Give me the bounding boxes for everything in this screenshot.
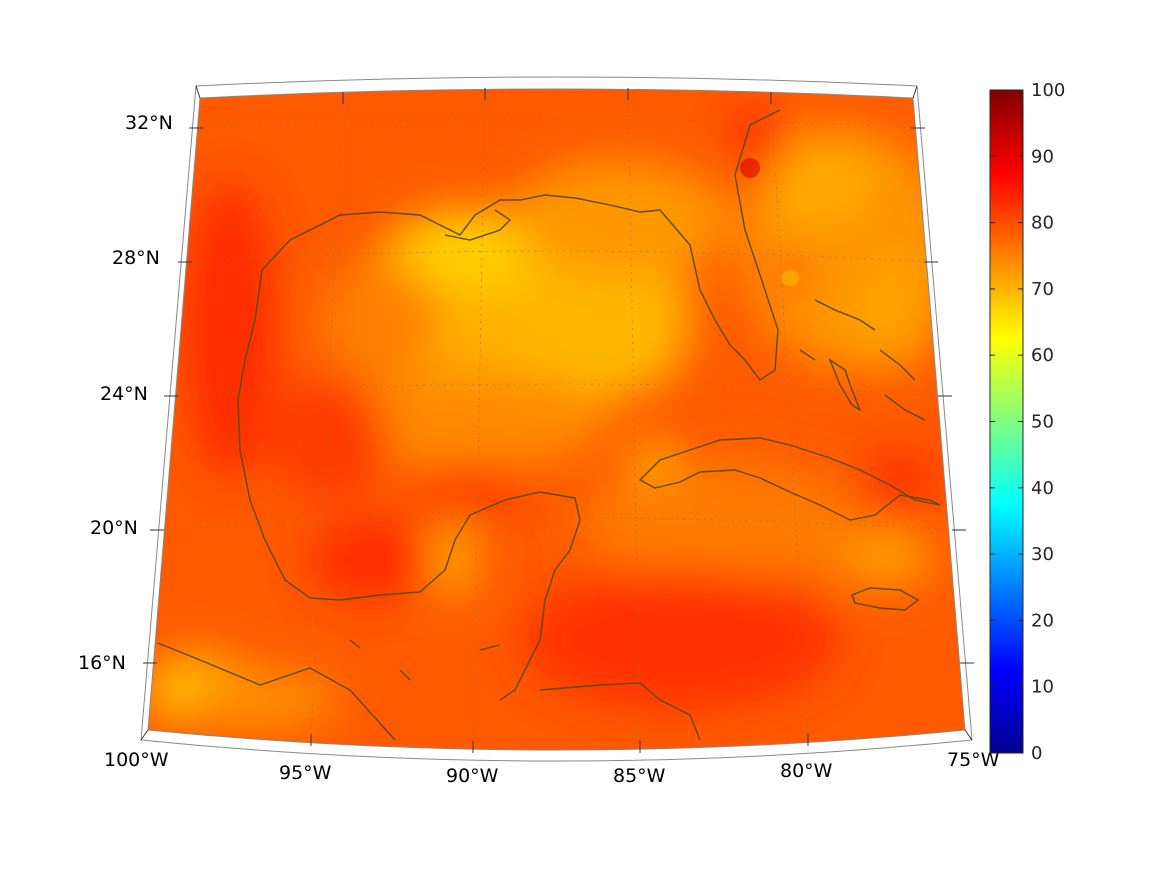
- colorbar-tick-label: 50: [1031, 412, 1054, 433]
- colorbar-tick-label: 0: [1031, 743, 1042, 764]
- colorbar-tick-label: 90: [1031, 146, 1054, 167]
- colorbar-tick-label: 20: [1031, 610, 1054, 631]
- colorbar-tick-label: 40: [1031, 478, 1054, 499]
- lon-tick-label: 80°W: [780, 760, 833, 782]
- colorbar-tick-label: 10: [1031, 677, 1054, 698]
- central-america-coast: [157, 642, 396, 741]
- map-area: [148, 89, 965, 750]
- bahamas-islands: [799, 299, 926, 421]
- colorbar: 0 10 20 30 40 50 60 70 80 90 100: [989, 80, 1065, 764]
- lat-tick-label: 28°N: [112, 247, 160, 269]
- cuba-outline: [638, 437, 941, 521]
- louisiana-delta: [444, 209, 512, 241]
- hotspot: [781, 270, 799, 286]
- colorbar-tick-label: 100: [1031, 80, 1065, 101]
- colorbar-tick-label: 80: [1031, 213, 1054, 234]
- field-blobs: [148, 105, 960, 730]
- map-frame: [147, 88, 966, 751]
- colorbar-tick-label: 70: [1031, 279, 1054, 300]
- gulf-coast-north: [261, 109, 781, 381]
- jamaica-outline: [851, 587, 920, 611]
- frame-ticks: [140, 85, 974, 753]
- lat-tick-label: 24°N: [100, 383, 148, 405]
- colorbar-tick-label: 60: [1031, 345, 1054, 366]
- gulf-coast-west: [237, 269, 581, 701]
- lon-tick-label: 100°W: [104, 749, 169, 771]
- lat-labels: 32°N 28°N 24°N 20°N 16°N: [78, 112, 173, 674]
- colorbar-gradient: [989, 89, 1024, 754]
- lon-tick-label: 75°W: [947, 749, 1000, 771]
- bahamas-andros: [828, 358, 862, 412]
- graticule: [157, 89, 958, 746]
- colorbar-tick-label: 30: [1031, 544, 1054, 565]
- lat-tick-label: 32°N: [125, 112, 173, 134]
- lon-tick-label: 95°W: [279, 762, 332, 784]
- coastlines: [157, 109, 941, 741]
- tabasco-coast: [349, 639, 501, 681]
- map-frame-outer: [140, 76, 973, 762]
- colorbar-ticks: 0 10 20 30 40 50 60 70 80 90 100: [990, 80, 1065, 764]
- lon-tick-label: 85°W: [613, 765, 666, 787]
- lat-tick-label: 20°N: [90, 517, 138, 539]
- honduras-coast: [539, 682, 701, 741]
- lat-tick-label: 16°N: [78, 652, 126, 674]
- lon-tick-label: 90°W: [446, 765, 499, 787]
- lon-labels: 100°W 95°W 90°W 85°W 80°W 75°W: [104, 749, 1000, 787]
- hotspot: [740, 158, 760, 178]
